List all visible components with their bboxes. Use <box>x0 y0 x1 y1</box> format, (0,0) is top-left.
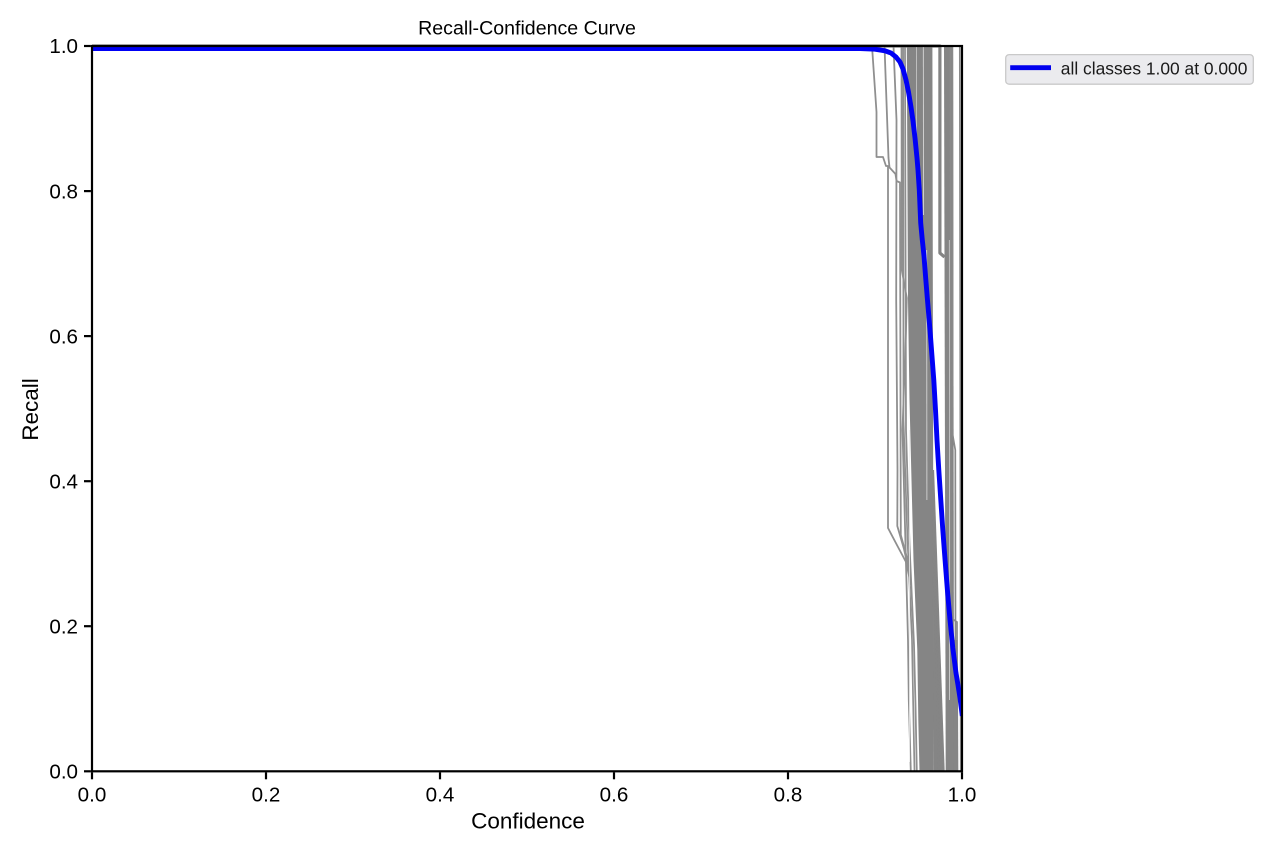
svg-text:0.4: 0.4 <box>49 470 78 493</box>
svg-text:0.0: 0.0 <box>78 784 107 807</box>
svg-text:1.0: 1.0 <box>948 784 977 807</box>
svg-text:Recall: Recall <box>18 378 43 441</box>
svg-text:0.8: 0.8 <box>49 180 78 203</box>
svg-text:0.6: 0.6 <box>49 325 78 348</box>
svg-text:all classes 1.00 at 0.000: all classes 1.00 at 0.000 <box>1061 58 1248 78</box>
svg-text:Confidence: Confidence <box>471 809 585 834</box>
svg-text:0.0: 0.0 <box>49 761 78 784</box>
svg-text:0.2: 0.2 <box>252 784 281 807</box>
svg-text:1.0: 1.0 <box>49 35 78 58</box>
svg-text:0.6: 0.6 <box>600 784 629 807</box>
svg-text:Recall-Confidence Curve: Recall-Confidence Curve <box>418 18 636 40</box>
svg-text:0.2: 0.2 <box>49 615 78 638</box>
svg-text:0.4: 0.4 <box>426 784 455 807</box>
svg-text:0.8: 0.8 <box>774 784 803 807</box>
